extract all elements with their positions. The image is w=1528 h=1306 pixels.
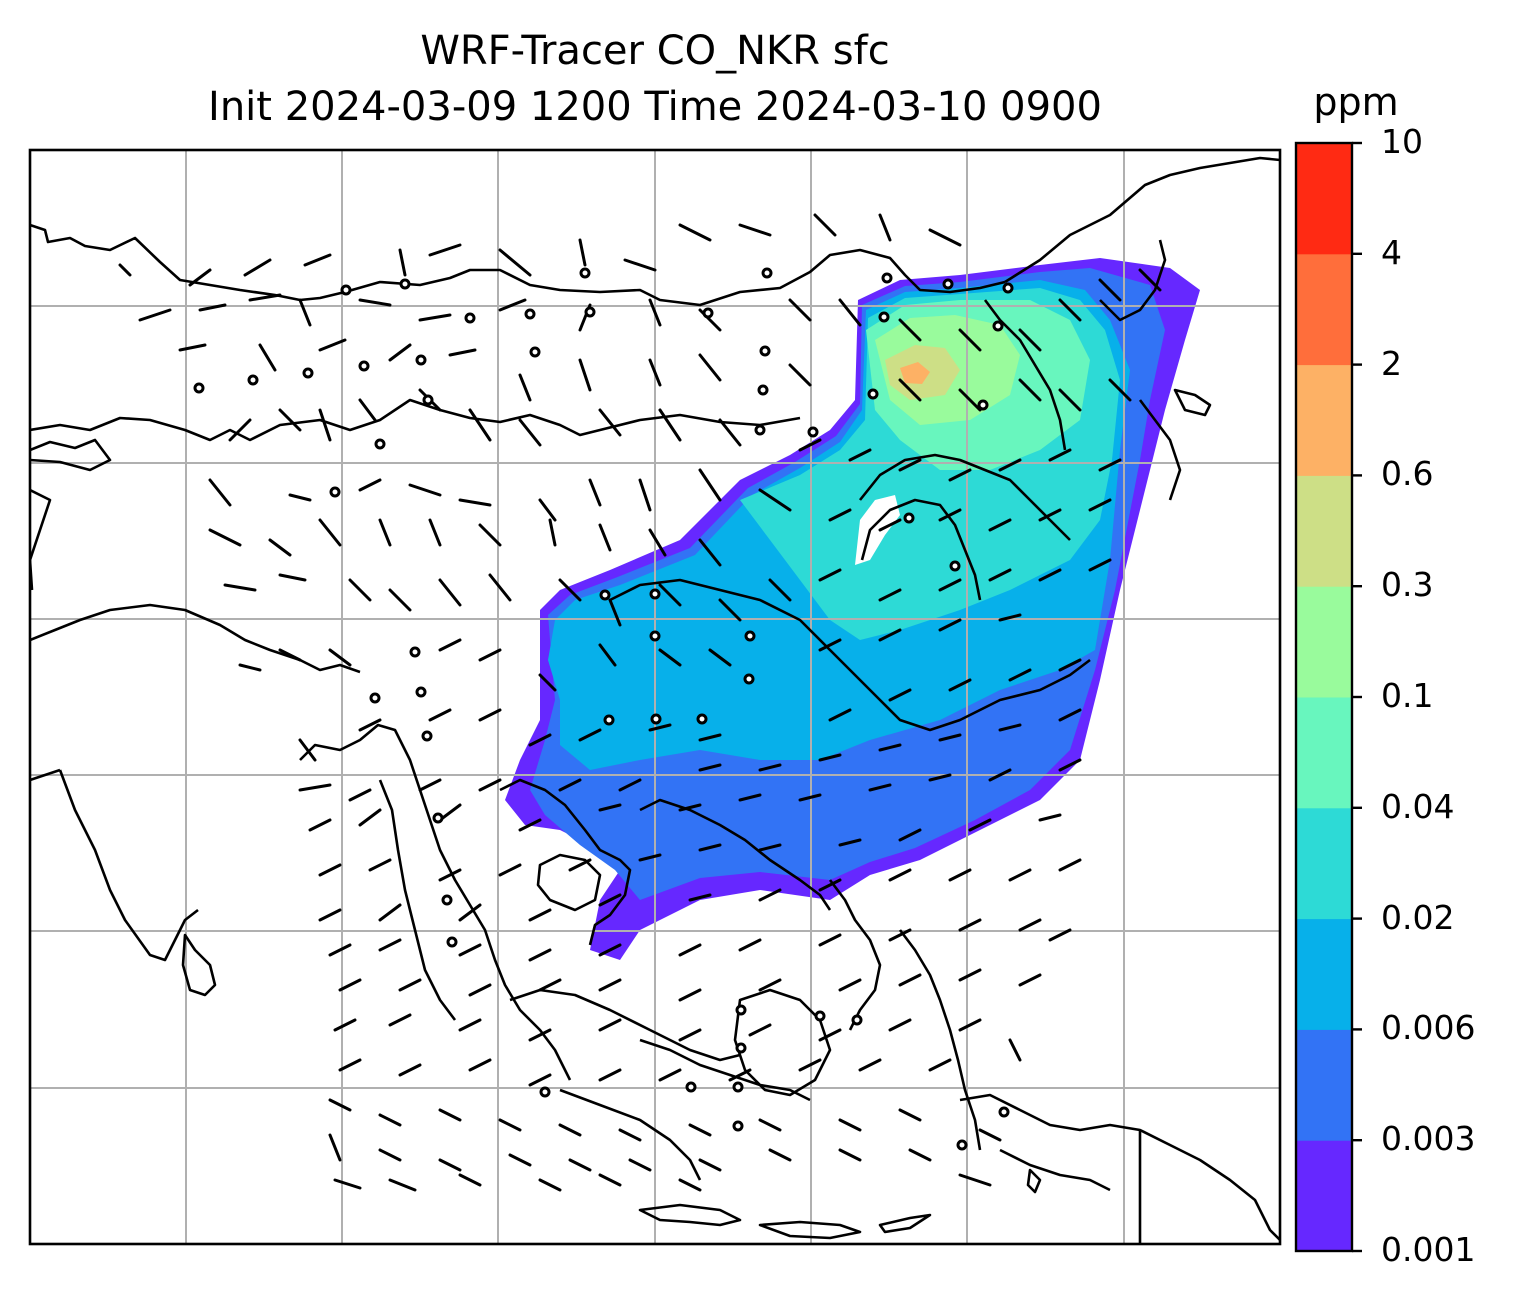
colorbar-segment [1296,586,1352,698]
colorbar-tick-label: 0.04 [1381,786,1455,826]
colorbar-tick-label: 0.02 [1381,897,1455,937]
colorbar-segment [1296,918,1352,1030]
coastlines [30,156,1280,1244]
map-title-line2: Init 2024-03-09 1200 Time 2024-03-10 090… [208,84,1102,130]
colorbar-segment [1296,143,1352,255]
colorbar-segment [1296,697,1352,809]
colorbar-tick-label: 4 [1381,232,1402,272]
colorbar-tick-label: 0.1 [1381,676,1434,715]
colorbar-tick-label: 10 [1381,122,1423,161]
map-frame [28,148,1282,1246]
colorbar-segment [1296,1140,1352,1252]
field-level-0.6 [900,362,930,384]
colorbar-segment [1296,807,1352,920]
colorbar-segment [1296,475,1352,587]
colorbar-tick-label: 2 [1381,343,1402,383]
colorbar-segment [1296,1029,1352,1141]
colorbar-tick-label: 0.3 [1381,565,1434,605]
colorbar-segment [1296,253,1352,366]
map-title-line1: WRF-Tracer CO_NKR sfc [420,28,890,74]
colorbar-tick-label: 0.003 [1381,1119,1476,1159]
colorbar-tick-label: 0.006 [1381,1008,1476,1048]
wind-barbs [118,213,1162,1192]
colorbar-segment [1296,364,1352,476]
colorbar-tick-label: 0.001 [1381,1230,1476,1269]
colorbar-unit-label: ppm [1313,80,1399,124]
colorbar-tick-label: 0.6 [1381,454,1434,494]
calm-wind-markers [193,267,1014,1151]
colorbar [1294,141,1362,1253]
gridlines [30,150,1280,1244]
